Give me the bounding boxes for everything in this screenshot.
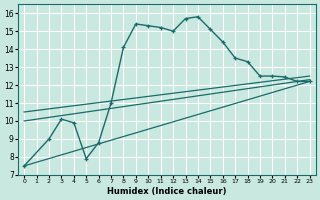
X-axis label: Humidex (Indice chaleur): Humidex (Indice chaleur) (107, 187, 227, 196)
